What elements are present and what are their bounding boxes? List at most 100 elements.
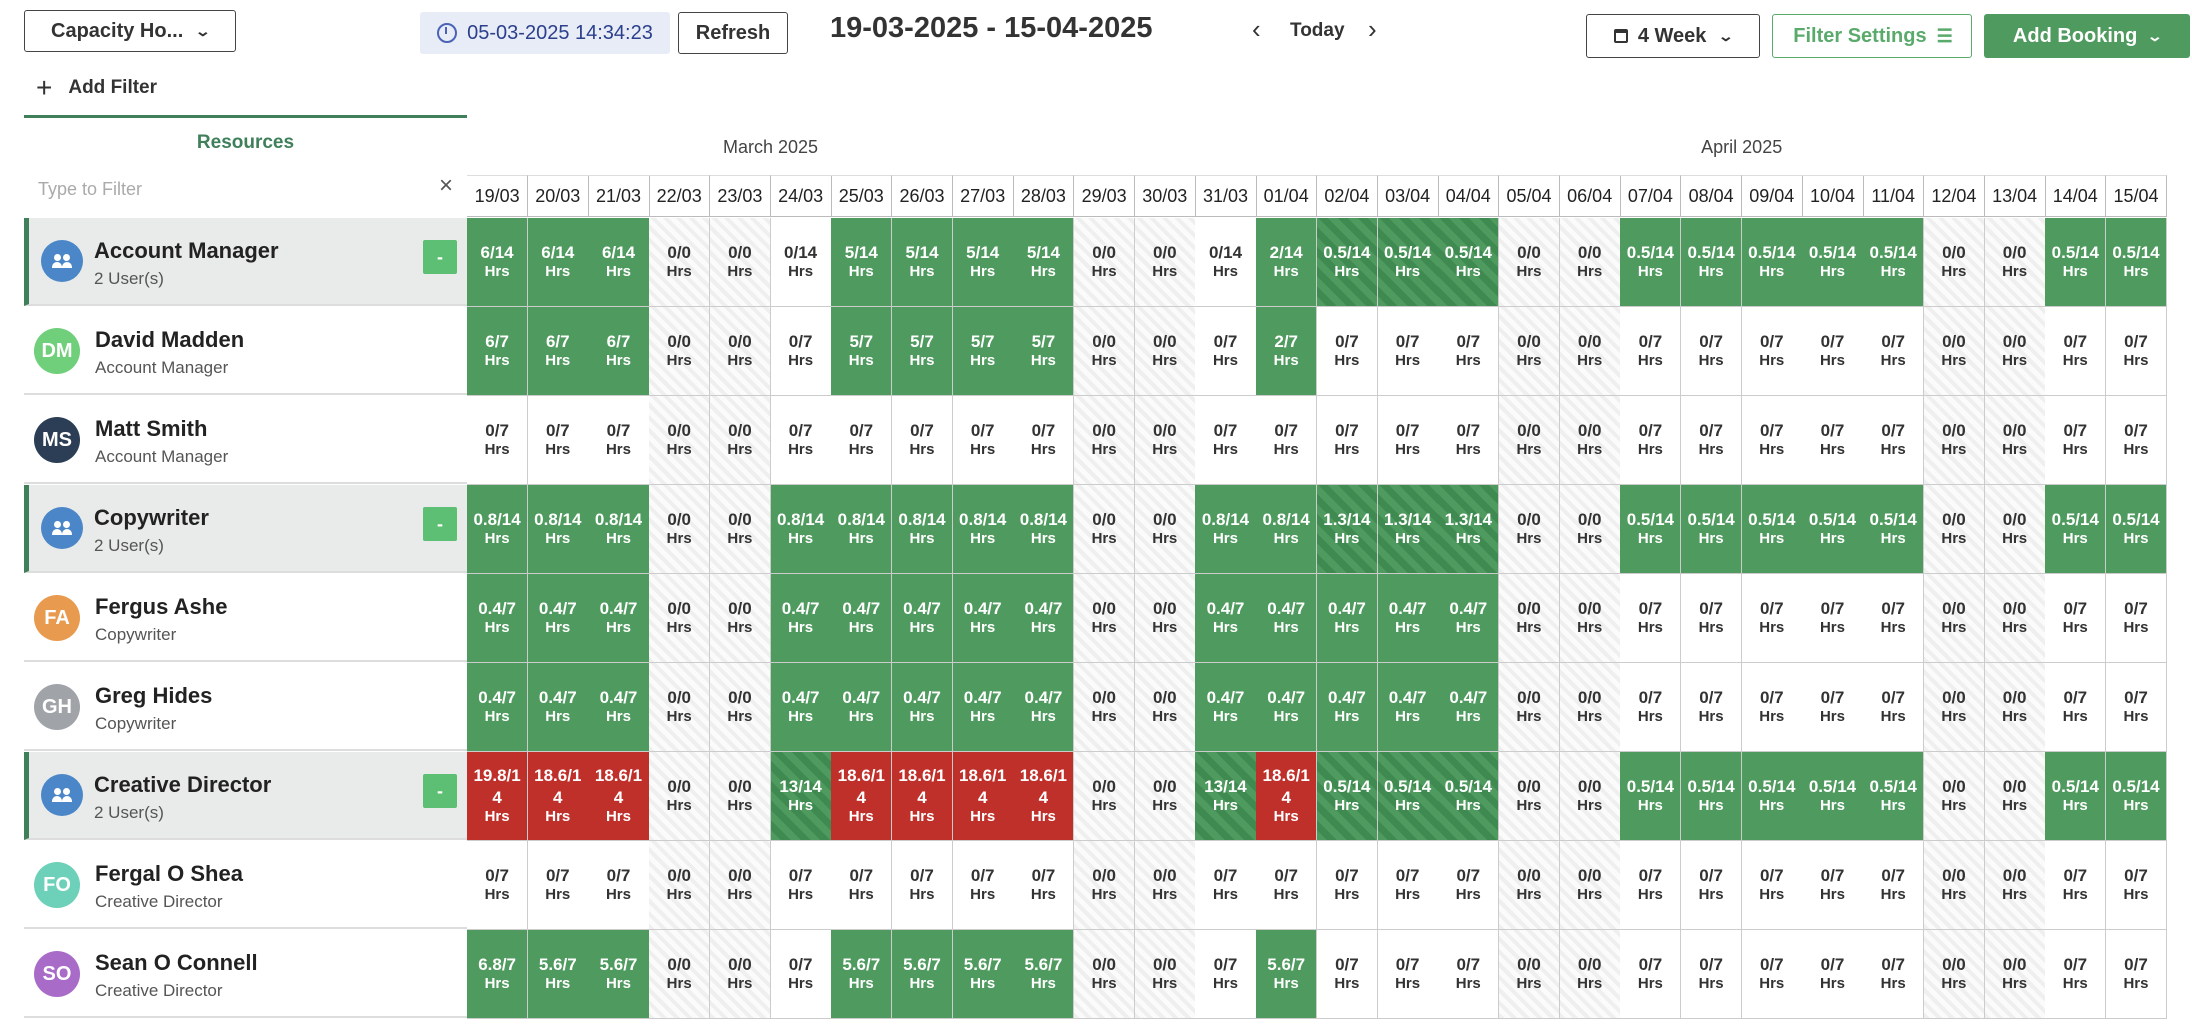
capacity-cell[interactable]: 0/7 Hrs: [527, 841, 589, 930]
capacity-cell[interactable]: 5.6/7 Hrs: [831, 930, 893, 1019]
capacity-cell[interactable]: 0.5/14 Hrs: [2045, 752, 2107, 841]
resource-user-row[interactable]: DM David Madden Account Manager: [24, 307, 467, 395]
capacity-cell[interactable]: 0.4/7 Hrs: [1377, 663, 1439, 752]
capacity-cell[interactable]: 0/7 Hrs: [1863, 307, 1925, 396]
capacity-cell[interactable]: 0/7 Hrs: [1377, 841, 1439, 930]
capacity-cell[interactable]: 0/0 Hrs: [1134, 218, 1196, 307]
capacity-cell[interactable]: 0.5/14 Hrs: [1802, 218, 1864, 307]
capacity-cell[interactable]: 0/7 Hrs: [952, 396, 1014, 485]
capacity-cell[interactable]: 0/7 Hrs: [831, 396, 893, 485]
resource-user-row[interactable]: FO Fergal O Shea Creative Director: [24, 841, 467, 929]
capacity-cell[interactable]: 0/0 Hrs: [1498, 485, 1561, 574]
capacity-cell[interactable]: 0/0 Hrs: [1134, 930, 1196, 1019]
capacity-cell[interactable]: 6/14 Hrs: [527, 218, 589, 307]
capacity-cell[interactable]: 0/0 Hrs: [649, 752, 711, 841]
capacity-cell[interactable]: 0.4/7 Hrs: [1195, 663, 1257, 752]
capacity-cell[interactable]: 0/7 Hrs: [952, 841, 1014, 930]
capacity-cell[interactable]: 0/7 Hrs: [2105, 663, 2168, 752]
capacity-cell[interactable]: 1.3/14 Hrs: [1316, 485, 1378, 574]
capacity-cell[interactable]: 0/0 Hrs: [1074, 574, 1136, 663]
capacity-cell[interactable]: 0/0 Hrs: [709, 663, 771, 752]
capacity-cell[interactable]: 19.8/14 Hrs: [467, 752, 529, 841]
capacity-cell[interactable]: 0/7 Hrs: [1316, 930, 1378, 1019]
capacity-cell[interactable]: 0/0 Hrs: [1923, 307, 1985, 396]
capacity-cell[interactable]: 5/7 Hrs: [1013, 307, 1075, 396]
capacity-cell[interactable]: 0.5/14 Hrs: [1863, 218, 1925, 307]
capacity-cell[interactable]: 0/0 Hrs: [1498, 930, 1561, 1019]
capacity-cell[interactable]: 0.8/14 Hrs: [770, 485, 832, 574]
capacity-cell[interactable]: 0.5/14 Hrs: [1438, 752, 1500, 841]
capacity-cell[interactable]: 0/0 Hrs: [1984, 930, 2046, 1019]
capacity-cell[interactable]: 0.5/14 Hrs: [2105, 752, 2168, 841]
capacity-cell[interactable]: 0/7 Hrs: [1802, 663, 1864, 752]
capacity-cell[interactable]: 0/0 Hrs: [1559, 307, 1621, 396]
capacity-cell[interactable]: 0/0 Hrs: [1498, 841, 1561, 930]
capacity-cell[interactable]: 0/7 Hrs: [1681, 663, 1743, 752]
capacity-cell[interactable]: 0/7 Hrs: [770, 930, 832, 1019]
capacity-cell[interactable]: 0.4/7 Hrs: [1013, 663, 1075, 752]
capacity-cell[interactable]: 18.6/14 Hrs: [1256, 752, 1318, 841]
add-booking-button[interactable]: Add Booking ⌄: [1984, 14, 2190, 58]
capacity-cell[interactable]: 0/0 Hrs: [1074, 930, 1136, 1019]
capacity-cell[interactable]: 0/14 Hrs: [770, 218, 832, 307]
capacity-cell[interactable]: 0/7 Hrs: [1863, 930, 1925, 1019]
capacity-cell[interactable]: 0/7 Hrs: [770, 396, 832, 485]
today-button[interactable]: Today: [1290, 20, 1345, 41]
capacity-cell[interactable]: 0/7 Hrs: [527, 396, 589, 485]
capacity-cell[interactable]: 0/0 Hrs: [1134, 396, 1196, 485]
capacity-cell[interactable]: 0/0 Hrs: [1559, 396, 1621, 485]
capacity-cell[interactable]: 0/7 Hrs: [1802, 930, 1864, 1019]
capacity-cell[interactable]: 18.6/14 Hrs: [588, 752, 650, 841]
capacity-cell[interactable]: 0/7 Hrs: [891, 841, 954, 930]
capacity-cell[interactable]: 0/7 Hrs: [831, 841, 893, 930]
resource-filter-input[interactable]: [36, 178, 440, 201]
capacity-cell[interactable]: 5.6/7 Hrs: [1013, 930, 1075, 1019]
capacity-cell[interactable]: 0/7 Hrs: [2045, 574, 2107, 663]
capacity-cell[interactable]: 0/7 Hrs: [1620, 841, 1682, 930]
capacity-cell[interactable]: 0.8/14 Hrs: [467, 485, 529, 574]
capacity-cell[interactable]: 0/7 Hrs: [1863, 663, 1925, 752]
capacity-cell[interactable]: 0.4/7 Hrs: [527, 574, 589, 663]
capacity-cell[interactable]: 0/0 Hrs: [1923, 841, 1985, 930]
capacity-cell[interactable]: 0/0 Hrs: [1923, 752, 1985, 841]
capacity-cell[interactable]: 0.5/14 Hrs: [1438, 218, 1500, 307]
capacity-cell[interactable]: 0/0 Hrs: [1984, 574, 2046, 663]
capacity-cell[interactable]: 0/0 Hrs: [1559, 485, 1621, 574]
capacity-cell[interactable]: 5.6/7 Hrs: [891, 930, 954, 1019]
capacity-cell[interactable]: 0/7 Hrs: [1620, 396, 1682, 485]
period-select[interactable]: 4 Week ⌄: [1586, 14, 1760, 58]
capacity-cell[interactable]: 2/7 Hrs: [1256, 307, 1318, 396]
capacity-cell[interactable]: 0/0 Hrs: [1074, 307, 1136, 396]
capacity-cell[interactable]: 0.5/14 Hrs: [2045, 485, 2107, 574]
capacity-cell[interactable]: 0.4/7 Hrs: [527, 663, 589, 752]
capacity-cell[interactable]: 0.5/14 Hrs: [1681, 485, 1743, 574]
capacity-cell[interactable]: 0/7 Hrs: [1681, 574, 1743, 663]
capacity-cell[interactable]: 0.5/14 Hrs: [2105, 218, 2168, 307]
refresh-button[interactable]: Refresh: [678, 12, 788, 54]
capacity-cell[interactable]: 0/7 Hrs: [891, 396, 954, 485]
previous-period-icon[interactable]: ‹: [1252, 14, 1261, 44]
capacity-cell[interactable]: 13/14 Hrs: [1195, 752, 1257, 841]
capacity-cell[interactable]: 0.8/14 Hrs: [891, 485, 954, 574]
capacity-cell[interactable]: 0/7 Hrs: [1863, 841, 1925, 930]
resource-group-row[interactable]: Account Manager 2 User(s) -: [24, 218, 467, 306]
capacity-cell[interactable]: 5.6/7 Hrs: [1256, 930, 1318, 1019]
capacity-cell[interactable]: 0/0 Hrs: [1559, 752, 1621, 841]
capacity-cell[interactable]: 0/7 Hrs: [1802, 841, 1864, 930]
capacity-cell[interactable]: 0.5/14 Hrs: [1863, 485, 1925, 574]
capacity-cell[interactable]: 0/7 Hrs: [1195, 841, 1257, 930]
capacity-cell[interactable]: 0/7 Hrs: [588, 841, 650, 930]
capacity-cell[interactable]: 0/7 Hrs: [1438, 396, 1500, 485]
next-period-icon[interactable]: ›: [1368, 14, 1377, 44]
capacity-cell[interactable]: 0/0 Hrs: [649, 930, 711, 1019]
capacity-cell[interactable]: 0.4/7 Hrs: [1256, 663, 1318, 752]
capacity-cell[interactable]: 0.5/14 Hrs: [1316, 752, 1378, 841]
capacity-cell[interactable]: 0.4/7 Hrs: [952, 663, 1014, 752]
capacity-cell[interactable]: 0.5/14 Hrs: [1741, 485, 1803, 574]
capacity-cell[interactable]: 0.4/7 Hrs: [1013, 574, 1075, 663]
capacity-cell[interactable]: 0/0 Hrs: [1134, 752, 1196, 841]
capacity-cell[interactable]: 0/0 Hrs: [1559, 574, 1621, 663]
capacity-cell[interactable]: 0.5/14 Hrs: [1681, 218, 1743, 307]
capacity-cell[interactable]: 0/0 Hrs: [649, 218, 711, 307]
capacity-cell[interactable]: 0/7 Hrs: [1256, 396, 1318, 485]
